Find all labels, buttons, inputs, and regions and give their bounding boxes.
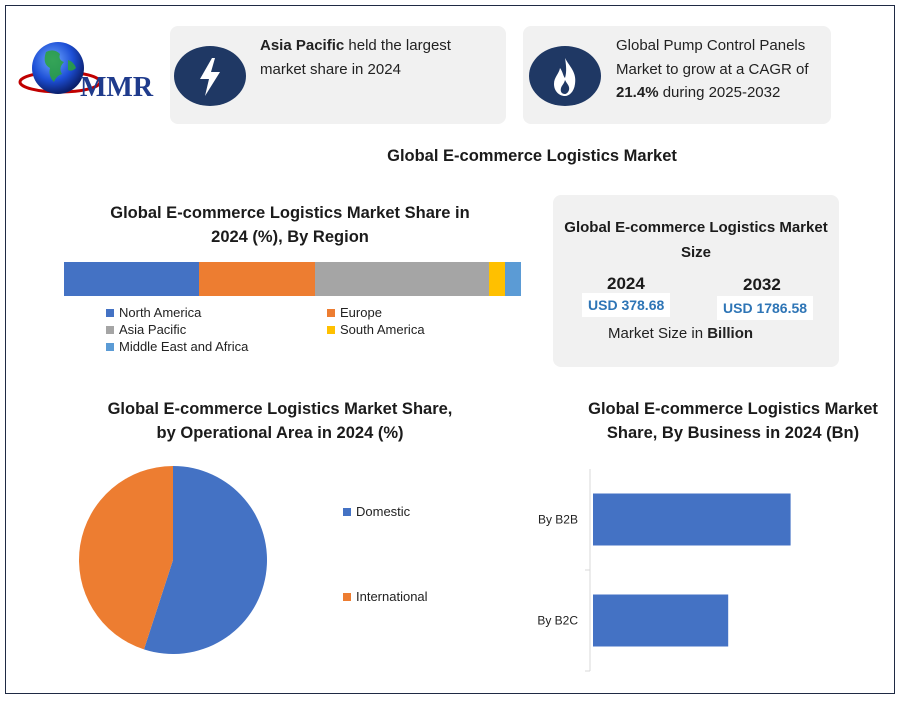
- info-card-region: Asia Pacific held the largest market sha…: [170, 26, 506, 124]
- value-2024: USD 378.68: [582, 293, 671, 317]
- legend-middle-east-and-africa: Middle East and Africa: [106, 339, 248, 354]
- bar-segment-europe: [198, 262, 316, 296]
- legend-label: Middle East and Africa: [119, 339, 249, 354]
- bar-by-b2c: [593, 594, 729, 647]
- year-2024: 2024: [607, 274, 645, 293]
- market-size-title: Global E-commerce Logistics Market Size: [564, 219, 828, 261]
- legend-asia-pacific: Asia Pacific: [106, 322, 186, 337]
- operational-chart-title: Global E-commerce Logistics Market Share…: [107, 400, 453, 442]
- legend-international: International: [343, 589, 428, 604]
- info-card-cagr: Global Pump Control Panels Market to gro…: [523, 26, 831, 124]
- operational-pie-chart: [79, 466, 268, 654]
- legend-label: South America: [340, 322, 425, 337]
- legend-label: Domestic: [356, 504, 411, 519]
- value-2032: USD 1786.58: [717, 296, 814, 320]
- legend-label: North America: [119, 305, 202, 320]
- legend-north-america: North America: [106, 305, 201, 320]
- lightning-icon: [174, 46, 246, 106]
- legend-swatch: [327, 325, 335, 334]
- page-frame: [5, 5, 895, 694]
- region-card-text: Asia Pacific held the largest market sha…: [260, 37, 451, 78]
- legend-swatch: [327, 308, 335, 317]
- legend-domestic: Domestic: [343, 504, 410, 519]
- region-stacked-bar: [64, 262, 521, 296]
- main-title: Global E-commerce Logistics Market: [387, 147, 677, 165]
- legend-swatch: [343, 592, 351, 601]
- legend-swatch: [106, 325, 114, 334]
- logo-text: MMR: [80, 72, 154, 103]
- cagr-card-text: Global Pump Control Panels Market to gro…: [616, 37, 809, 101]
- legend-swatch: [106, 342, 114, 351]
- year-2032: 2032: [743, 275, 781, 294]
- bar-by-b2b: [593, 493, 791, 546]
- legend-label: International: [356, 589, 428, 604]
- bar-segment-north-america: [64, 262, 199, 296]
- market-size-unit: Market Size in Billion: [608, 325, 754, 342]
- pie-slice-domestic: [143, 466, 268, 654]
- tick-label-by-b2b: By B2B: [538, 513, 578, 527]
- bar-segment-middle-east-and-africa: [504, 262, 521, 296]
- region-chart-title: Global E-commerce Logistics Market Share…: [110, 204, 470, 246]
- flame-icon: [529, 46, 601, 106]
- market-size-panel: Global E-commerce Logistics Market Size …: [553, 195, 839, 367]
- legend-europe: Europe: [327, 305, 382, 320]
- bar-segment-south-america: [489, 262, 505, 296]
- tick-label-by-b2c: By B2C: [537, 614, 578, 628]
- mmr-logo: MMR: [18, 42, 154, 103]
- legend-label: Europe: [340, 305, 382, 320]
- legend-swatch: [106, 308, 114, 317]
- business-chart-title: Global E-commerce Logistics Market Share…: [588, 400, 878, 442]
- legend-south-america: South America: [327, 322, 425, 337]
- bar-segment-asia-pacific: [315, 262, 489, 296]
- business-bar-chart: By B2B By B2C: [537, 469, 791, 672]
- legend-label: Asia Pacific: [119, 322, 187, 337]
- legend-swatch: [343, 507, 351, 516]
- pie-slice-international: [79, 466, 173, 650]
